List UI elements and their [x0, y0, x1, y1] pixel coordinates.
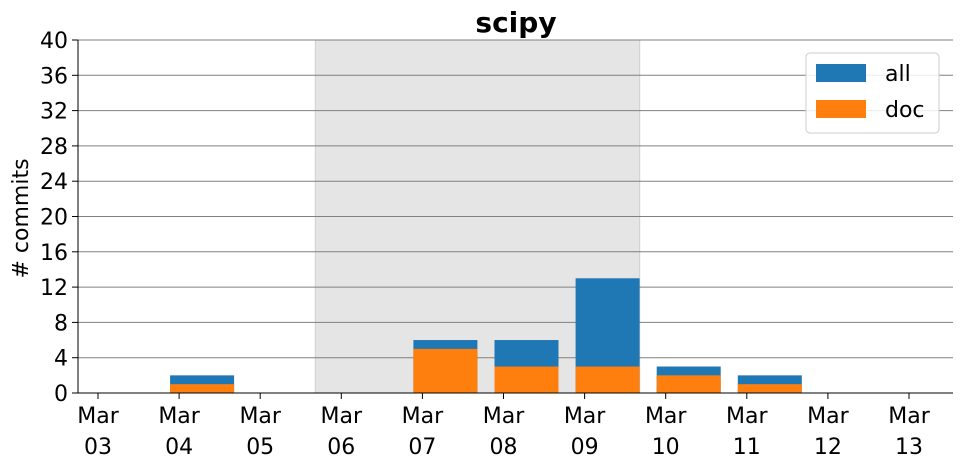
chart-title: scipy — [475, 6, 556, 39]
y-tick-label: 36 — [40, 64, 68, 89]
bars-layer — [170, 278, 802, 393]
bar-doc — [413, 348, 478, 393]
y-axis-label: # commits — [9, 158, 34, 278]
legend-label-doc: doc — [885, 98, 925, 123]
x-tick-layer: Mar 03 Mar 04 Mar 05 Mar 06 Mar 07 Mar 08 Mar 09 Mar 10… — [77, 393, 931, 460]
legend-swatch-all — [816, 64, 866, 82]
y-tick-label: 32 — [40, 100, 68, 125]
y-tick-layer: 0 4 8 12 16 20 24 28 32 36 40 — [40, 29, 78, 407]
y-tick-label: 20 — [40, 206, 68, 231]
y-tick-label: 0 — [54, 382, 68, 407]
x-tick-label: Mar 04 — [158, 404, 200, 460]
x-tick-label: Mar 12 — [807, 404, 849, 460]
x-tick-label: Mar 07 — [402, 404, 444, 460]
x-tick-label: Mar 11 — [726, 404, 768, 460]
y-tick-label: 16 — [40, 241, 68, 266]
x-tick-label: Mar 05 — [239, 404, 281, 460]
x-tick-label: Mar 10 — [645, 404, 687, 460]
legend-label-all: all — [885, 62, 911, 87]
x-tick-label: Mar 06 — [321, 404, 363, 460]
bar-doc — [494, 366, 559, 393]
y-tick-label: 24 — [40, 170, 68, 195]
y-tick-label: 40 — [40, 29, 68, 54]
y-tick-label: 8 — [54, 311, 68, 336]
grid-layer — [78, 39, 953, 359]
y-tick-label: 4 — [54, 347, 68, 372]
x-tick-label: Mar 13 — [888, 404, 930, 460]
legend-swatch-doc — [816, 100, 866, 118]
bar-doc — [656, 375, 721, 393]
bar-doc — [575, 366, 640, 393]
bar-doc — [170, 384, 235, 393]
y-tick-label: 28 — [40, 135, 68, 160]
legend: all doc — [805, 52, 940, 134]
x-tick-label: Mar 09 — [564, 404, 606, 460]
x-tick-label: Mar 08 — [483, 404, 525, 460]
y-tick-label: 12 — [40, 276, 68, 301]
x-tick-label: Mar 03 — [77, 404, 119, 460]
bar-doc — [737, 384, 802, 393]
